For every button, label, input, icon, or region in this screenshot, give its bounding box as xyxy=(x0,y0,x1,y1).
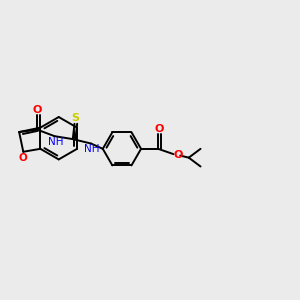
Text: S: S xyxy=(72,113,80,123)
Text: O: O xyxy=(154,124,164,134)
Text: NH: NH xyxy=(84,144,100,154)
Text: O: O xyxy=(33,105,42,115)
Text: O: O xyxy=(19,153,28,163)
Text: NH: NH xyxy=(48,137,63,147)
Text: O: O xyxy=(173,150,183,160)
